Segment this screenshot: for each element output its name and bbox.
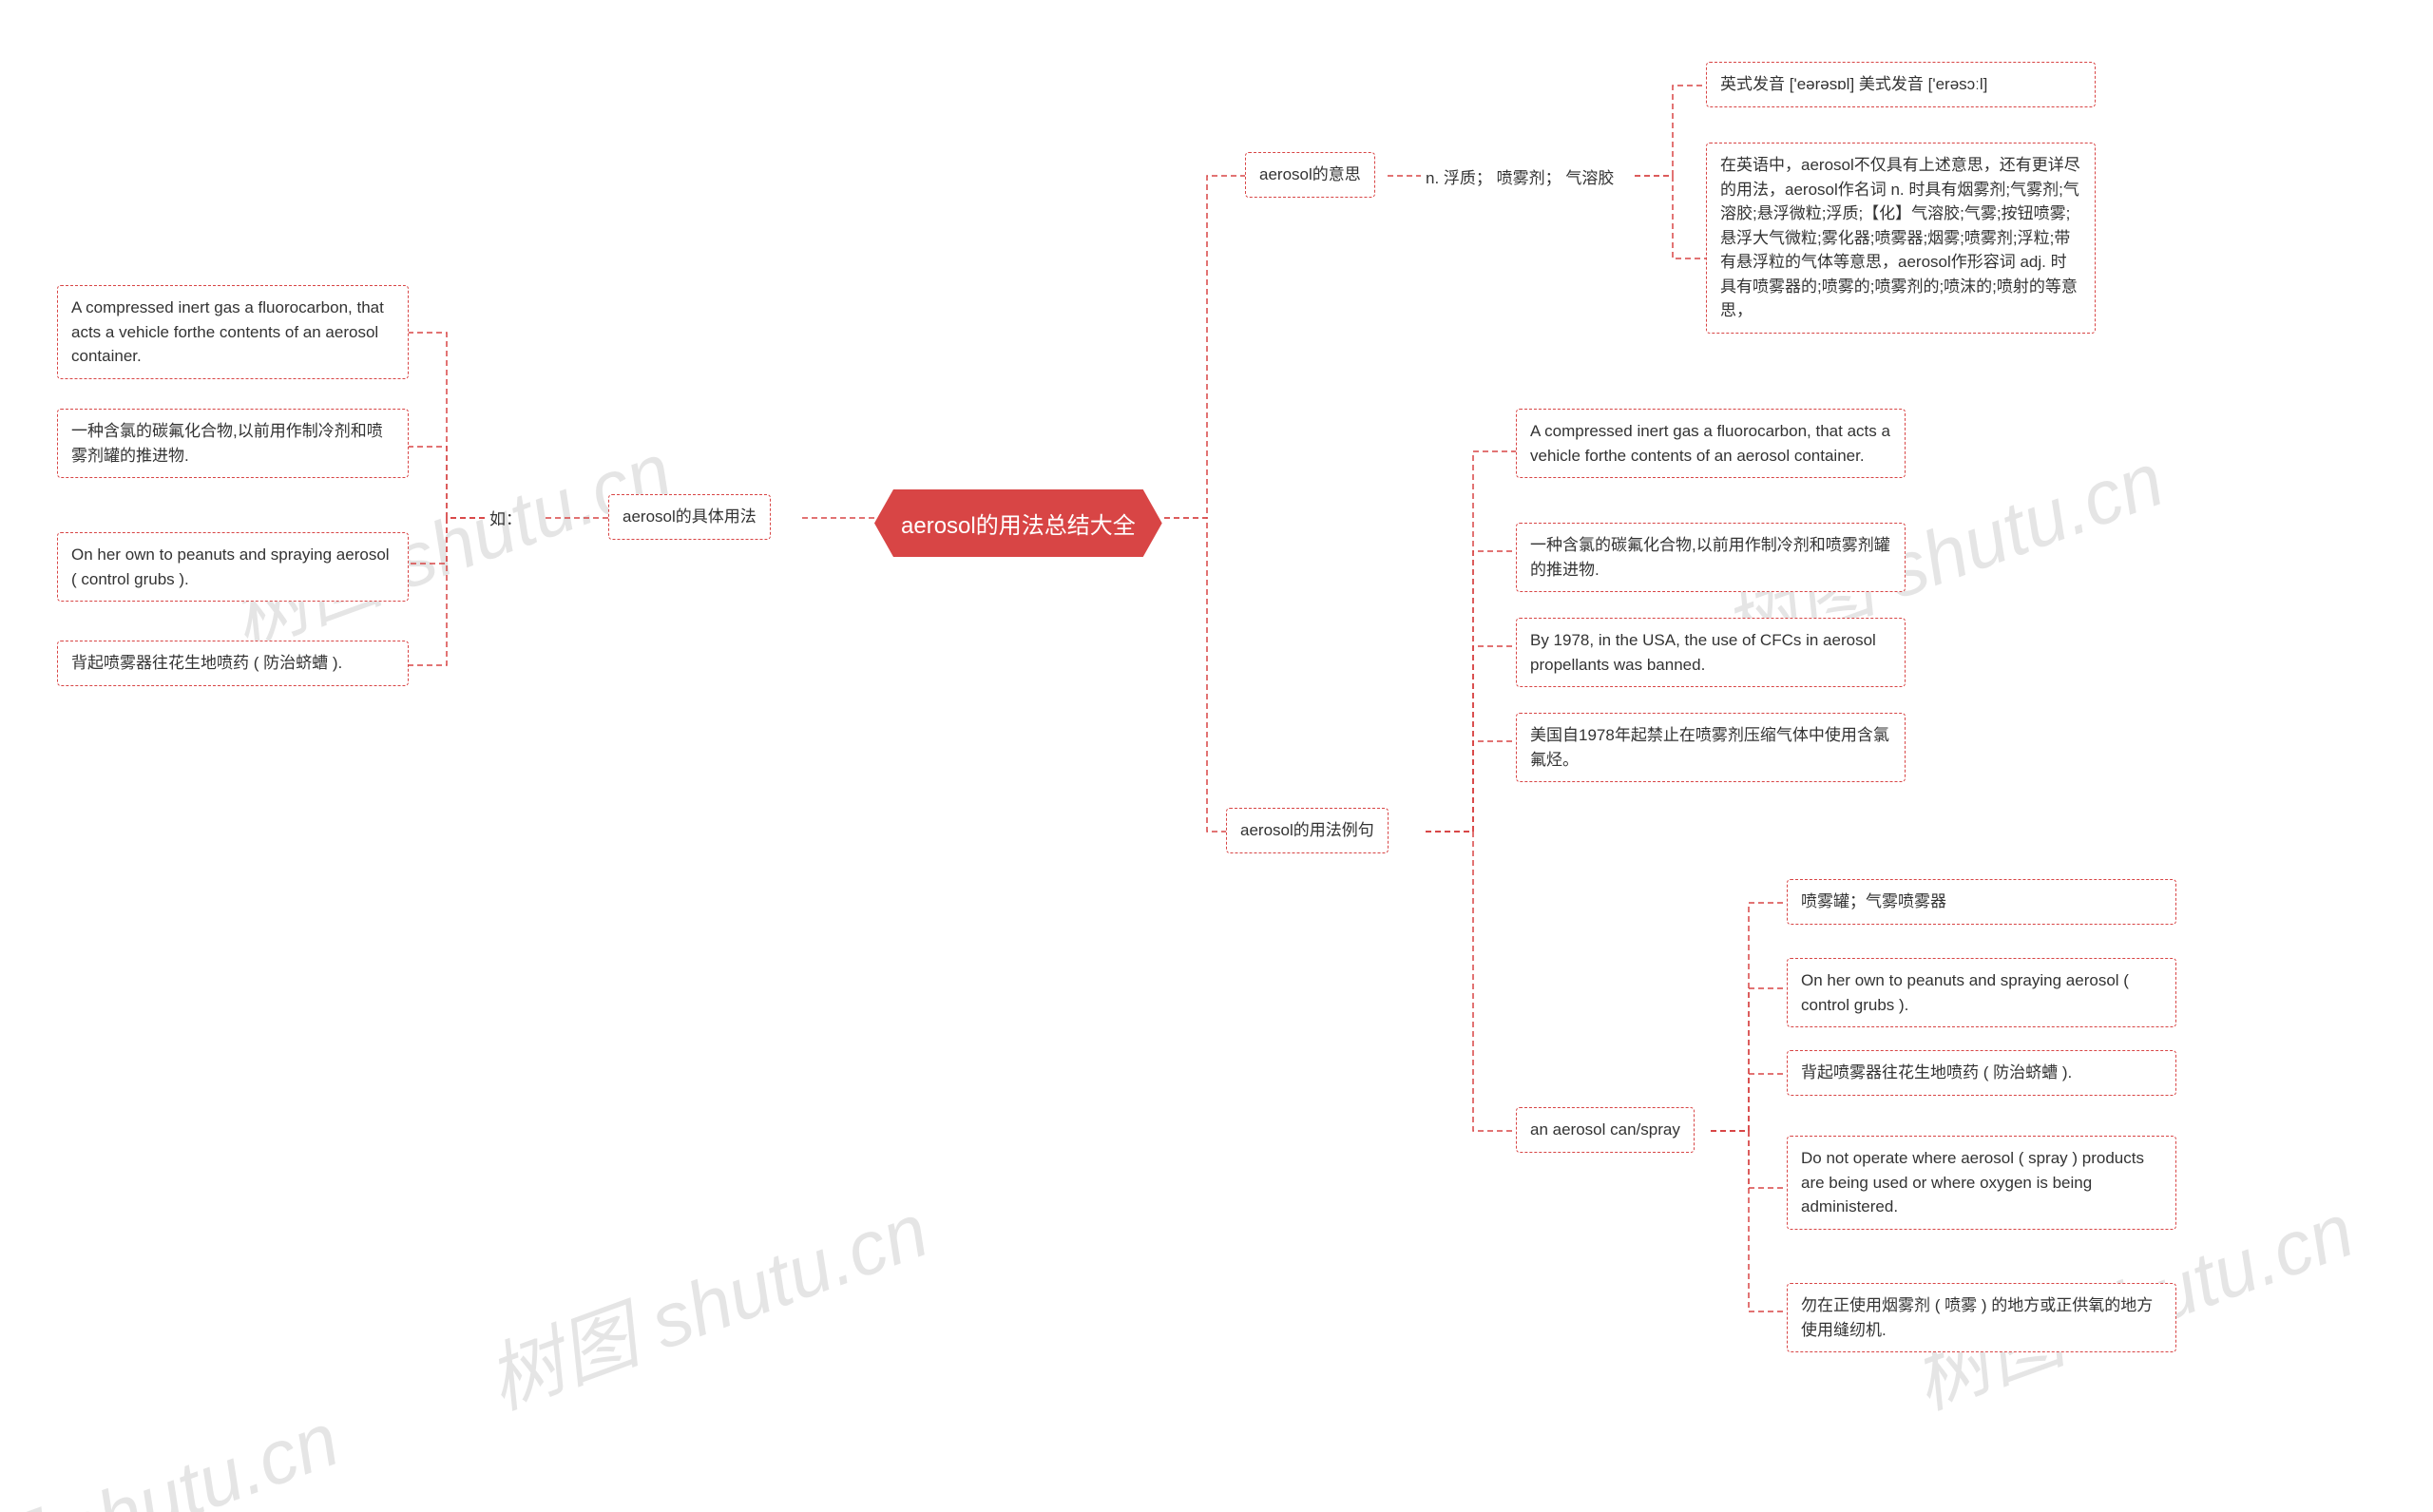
example-2: By 1978, in the USA, the use of CFCs in … — [1516, 618, 1906, 687]
root-node: aerosol的用法总结大全 — [874, 489, 1162, 557]
examples-sub-1: On her own to peanuts and spraying aeros… — [1787, 958, 2176, 1027]
usage-child-1: 一种含氯的碳氟化合物,以前用作制冷剂和喷雾剂罐的推进物. — [57, 409, 409, 478]
examples-sub: an aerosol can/spray — [1516, 1107, 1695, 1153]
usage-sub-label: 如： — [489, 508, 522, 531]
meaning-child-1: 在英语中，aerosol不仅具有上述意思，还有更详尽的用法，aerosol作名词… — [1706, 143, 2096, 334]
usage-child-2: On her own to peanuts and spraying aeros… — [57, 532, 409, 602]
examples-sub-4: 勿在正使用烟雾剂 ( 喷雾 ) 的地方或正供氧的地方使用缝纫机. — [1787, 1283, 2176, 1352]
usage-child-0: A compressed inert gas a fluorocarbon, t… — [57, 285, 409, 379]
branch-usage: aerosol的具体用法 — [608, 494, 771, 540]
meaning-child-0: 英式发音 ['eərəsɒl] 美式发音 ['erəsɔːl] — [1706, 62, 2096, 107]
branch-examples: aerosol的用法例句 — [1226, 808, 1389, 853]
examples-sub-0: 喷雾罐；气雾喷雾器 — [1787, 879, 2176, 925]
watermark: 树图 shutu.cn — [470, 1170, 941, 1431]
example-3: 美国自1978年起禁止在喷雾剂压缩气体中使用含氯氟烃。 — [1516, 713, 1906, 782]
example-1: 一种含氯的碳氟化合物,以前用作制冷剂和喷雾剂罐的推进物. — [1516, 523, 1906, 592]
examples-sub-3: Do not operate where aerosol ( spray ) p… — [1787, 1136, 2176, 1230]
usage-child-3: 背起喷雾器往花生地喷药 ( 防治蛴螬 ). — [57, 641, 409, 686]
examples-sub-2: 背起喷雾器往花生地喷药 ( 防治蛴螬 ). — [1787, 1050, 2176, 1096]
meaning-def: n. 浮质； 喷雾剂； 气溶胶 — [1426, 167, 1614, 190]
branch-meaning: aerosol的意思 — [1245, 152, 1375, 198]
example-0: A compressed inert gas a fluorocarbon, t… — [1516, 409, 1906, 478]
watermark: 树图 shutu.cn — [0, 1379, 352, 1512]
